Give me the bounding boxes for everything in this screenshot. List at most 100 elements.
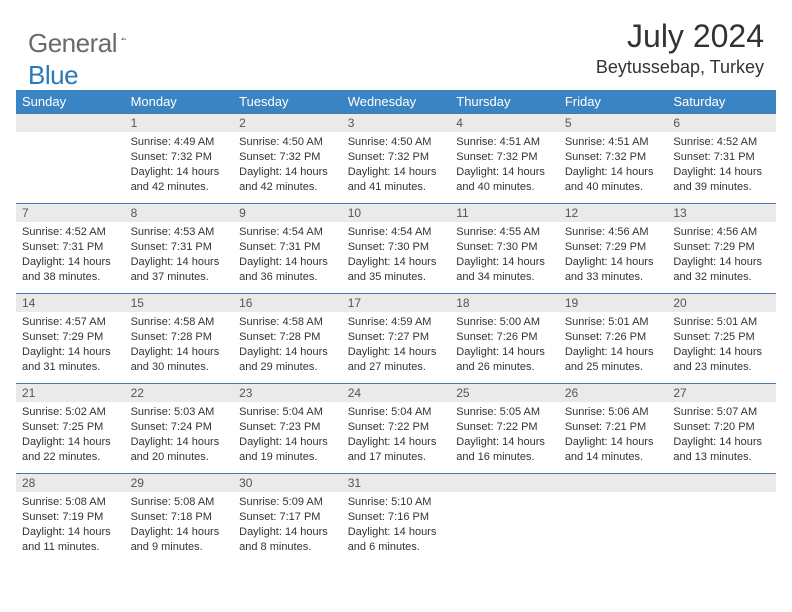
day-number-bar: 8	[125, 204, 234, 222]
calendar-cell: 10Sunrise: 4:54 AMSunset: 7:30 PMDayligh…	[342, 204, 451, 294]
calendar-body: 1Sunrise: 4:49 AMSunset: 7:32 PMDaylight…	[16, 114, 776, 564]
day-number-bar: 28	[16, 474, 125, 492]
calendar-cell	[450, 474, 559, 564]
title-block: July 2024 Beytussebap, Turkey	[596, 18, 764, 78]
day-number-bar: 24	[342, 384, 451, 402]
calendar-cell: 20Sunrise: 5:01 AMSunset: 7:25 PMDayligh…	[667, 294, 776, 384]
day-data: Sunrise: 5:04 AMSunset: 7:22 PMDaylight:…	[342, 402, 451, 469]
calendar-cell: 4Sunrise: 4:51 AMSunset: 7:32 PMDaylight…	[450, 114, 559, 204]
day-number-bar	[667, 474, 776, 492]
calendar-cell: 24Sunrise: 5:04 AMSunset: 7:22 PMDayligh…	[342, 384, 451, 474]
day-number-bar: 15	[125, 294, 234, 312]
day-number-bar: 17	[342, 294, 451, 312]
calendar-week-row: 1Sunrise: 4:49 AMSunset: 7:32 PMDaylight…	[16, 114, 776, 204]
day-number-bar: 31	[342, 474, 451, 492]
day-data: Sunrise: 5:05 AMSunset: 7:22 PMDaylight:…	[450, 402, 559, 469]
day-data: Sunrise: 5:08 AMSunset: 7:19 PMDaylight:…	[16, 492, 125, 559]
day-data: Sunrise: 4:51 AMSunset: 7:32 PMDaylight:…	[559, 132, 668, 199]
calendar-cell: 17Sunrise: 4:59 AMSunset: 7:27 PMDayligh…	[342, 294, 451, 384]
day-data: Sunrise: 5:06 AMSunset: 7:21 PMDaylight:…	[559, 402, 668, 469]
calendar-cell: 13Sunrise: 4:56 AMSunset: 7:29 PMDayligh…	[667, 204, 776, 294]
day-header: Thursday	[450, 90, 559, 114]
calendar-cell: 25Sunrise: 5:05 AMSunset: 7:22 PMDayligh…	[450, 384, 559, 474]
calendar-week-row: 14Sunrise: 4:57 AMSunset: 7:29 PMDayligh…	[16, 294, 776, 384]
day-header: Monday	[125, 90, 234, 114]
day-header: Friday	[559, 90, 668, 114]
logo: General	[28, 18, 147, 59]
day-number-bar: 20	[667, 294, 776, 312]
calendar-cell: 6Sunrise: 4:52 AMSunset: 7:31 PMDaylight…	[667, 114, 776, 204]
day-number-bar: 5	[559, 114, 668, 132]
day-data: Sunrise: 4:50 AMSunset: 7:32 PMDaylight:…	[233, 132, 342, 199]
calendar-cell: 16Sunrise: 4:58 AMSunset: 7:28 PMDayligh…	[233, 294, 342, 384]
calendar-week-row: 28Sunrise: 5:08 AMSunset: 7:19 PMDayligh…	[16, 474, 776, 564]
day-of-week-header-row: SundayMondayTuesdayWednesdayThursdayFrid…	[16, 90, 776, 114]
day-number-bar: 30	[233, 474, 342, 492]
page-header: General July 2024 Beytussebap, Turkey	[0, 0, 792, 82]
day-number-bar: 25	[450, 384, 559, 402]
day-number-bar: 10	[342, 204, 451, 222]
day-data: Sunrise: 5:01 AMSunset: 7:25 PMDaylight:…	[667, 312, 776, 379]
calendar-cell: 14Sunrise: 4:57 AMSunset: 7:29 PMDayligh…	[16, 294, 125, 384]
day-number-bar: 11	[450, 204, 559, 222]
calendar-cell: 11Sunrise: 4:55 AMSunset: 7:30 PMDayligh…	[450, 204, 559, 294]
day-data: Sunrise: 4:50 AMSunset: 7:32 PMDaylight:…	[342, 132, 451, 199]
calendar-week-row: 21Sunrise: 5:02 AMSunset: 7:25 PMDayligh…	[16, 384, 776, 474]
calendar-cell: 8Sunrise: 4:53 AMSunset: 7:31 PMDaylight…	[125, 204, 234, 294]
day-data: Sunrise: 4:58 AMSunset: 7:28 PMDaylight:…	[233, 312, 342, 379]
day-data: Sunrise: 4:58 AMSunset: 7:28 PMDaylight:…	[125, 312, 234, 379]
day-data: Sunrise: 4:55 AMSunset: 7:30 PMDaylight:…	[450, 222, 559, 289]
day-number-bar: 29	[125, 474, 234, 492]
calendar-week-row: 7Sunrise: 4:52 AMSunset: 7:31 PMDaylight…	[16, 204, 776, 294]
day-data: Sunrise: 4:52 AMSunset: 7:31 PMDaylight:…	[667, 132, 776, 199]
day-header: Wednesday	[342, 90, 451, 114]
calendar-cell: 2Sunrise: 4:50 AMSunset: 7:32 PMDaylight…	[233, 114, 342, 204]
day-number-bar: 21	[16, 384, 125, 402]
day-number-bar: 19	[559, 294, 668, 312]
day-number-bar: 1	[125, 114, 234, 132]
calendar-cell: 1Sunrise: 4:49 AMSunset: 7:32 PMDaylight…	[125, 114, 234, 204]
calendar-cell: 18Sunrise: 5:00 AMSunset: 7:26 PMDayligh…	[450, 294, 559, 384]
calendar-cell: 28Sunrise: 5:08 AMSunset: 7:19 PMDayligh…	[16, 474, 125, 564]
calendar-cell: 22Sunrise: 5:03 AMSunset: 7:24 PMDayligh…	[125, 384, 234, 474]
day-data: Sunrise: 5:00 AMSunset: 7:26 PMDaylight:…	[450, 312, 559, 379]
day-header: Sunday	[16, 90, 125, 114]
day-data: Sunrise: 5:04 AMSunset: 7:23 PMDaylight:…	[233, 402, 342, 469]
day-data: Sunrise: 4:49 AMSunset: 7:32 PMDaylight:…	[125, 132, 234, 199]
calendar-cell: 27Sunrise: 5:07 AMSunset: 7:20 PMDayligh…	[667, 384, 776, 474]
day-data: Sunrise: 4:53 AMSunset: 7:31 PMDaylight:…	[125, 222, 234, 289]
calendar-cell: 31Sunrise: 5:10 AMSunset: 7:16 PMDayligh…	[342, 474, 451, 564]
day-number-bar: 18	[450, 294, 559, 312]
day-data: Sunrise: 5:10 AMSunset: 7:16 PMDaylight:…	[342, 492, 451, 559]
calendar-cell	[16, 114, 125, 204]
logo-word-blue: Blue	[28, 60, 78, 90]
day-number-bar: 23	[233, 384, 342, 402]
calendar-cell	[667, 474, 776, 564]
day-data: Sunrise: 4:56 AMSunset: 7:29 PMDaylight:…	[559, 222, 668, 289]
day-data: Sunrise: 4:54 AMSunset: 7:30 PMDaylight:…	[342, 222, 451, 289]
day-number-bar: 16	[233, 294, 342, 312]
day-number-bar: 22	[125, 384, 234, 402]
day-number-bar	[16, 114, 125, 132]
day-number-bar	[450, 474, 559, 492]
calendar-cell: 29Sunrise: 5:08 AMSunset: 7:18 PMDayligh…	[125, 474, 234, 564]
day-number-bar: 27	[667, 384, 776, 402]
calendar-cell	[559, 474, 668, 564]
day-number-bar: 6	[667, 114, 776, 132]
day-data: Sunrise: 5:03 AMSunset: 7:24 PMDaylight:…	[125, 402, 234, 469]
day-number-bar: 9	[233, 204, 342, 222]
day-data: Sunrise: 4:57 AMSunset: 7:29 PMDaylight:…	[16, 312, 125, 379]
calendar-cell: 3Sunrise: 4:50 AMSunset: 7:32 PMDaylight…	[342, 114, 451, 204]
day-data: Sunrise: 4:54 AMSunset: 7:31 PMDaylight:…	[233, 222, 342, 289]
calendar-cell: 12Sunrise: 4:56 AMSunset: 7:29 PMDayligh…	[559, 204, 668, 294]
month-title: July 2024	[596, 18, 764, 55]
day-header: Saturday	[667, 90, 776, 114]
calendar-cell: 19Sunrise: 5:01 AMSunset: 7:26 PMDayligh…	[559, 294, 668, 384]
calendar-table: SundayMondayTuesdayWednesdayThursdayFrid…	[16, 90, 776, 564]
day-number-bar: 7	[16, 204, 125, 222]
day-number-bar: 14	[16, 294, 125, 312]
day-number-bar: 2	[233, 114, 342, 132]
day-data: Sunrise: 5:08 AMSunset: 7:18 PMDaylight:…	[125, 492, 234, 559]
day-number-bar: 4	[450, 114, 559, 132]
day-data: Sunrise: 4:59 AMSunset: 7:27 PMDaylight:…	[342, 312, 451, 379]
